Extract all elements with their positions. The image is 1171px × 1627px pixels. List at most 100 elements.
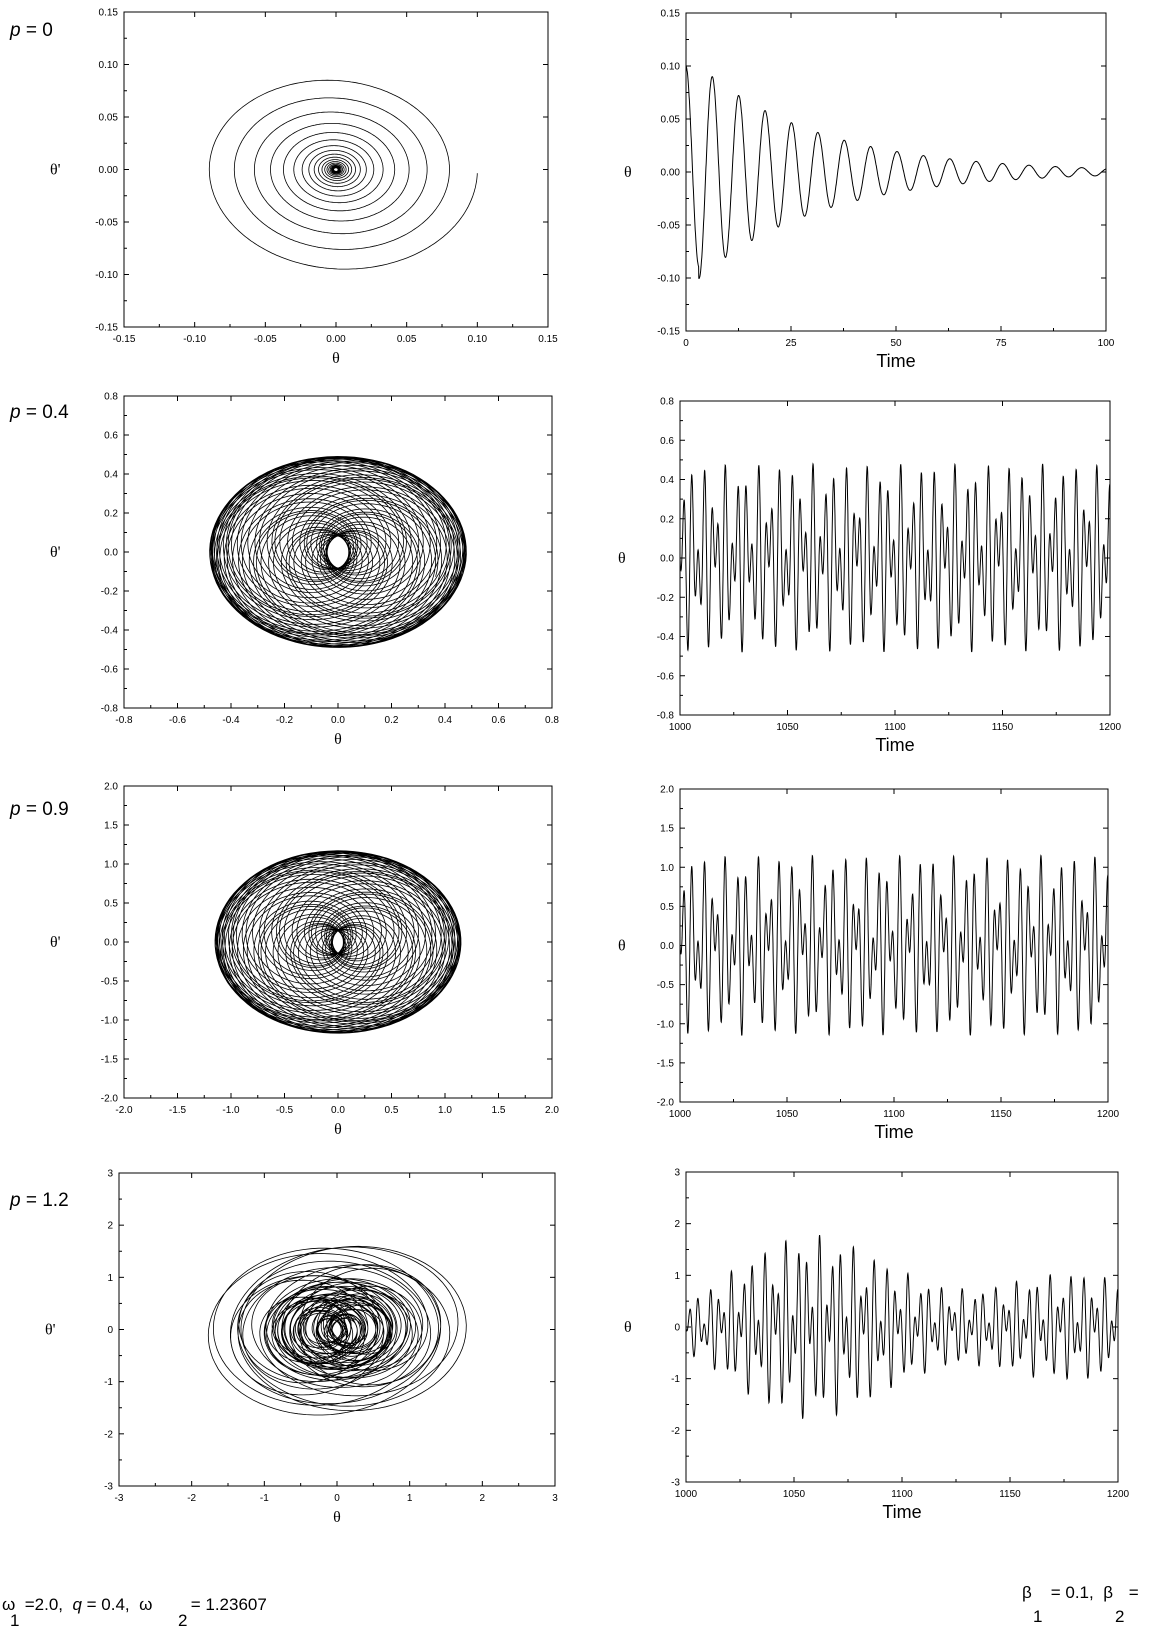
x-tick-label: 0.5	[385, 1105, 399, 1116]
x-tick-label: -0.10	[183, 334, 206, 345]
x-tick-label: -0.5	[276, 1105, 294, 1116]
x-axis-title: θ	[334, 1121, 342, 1138]
svg-text:=2.0, q = 0.4, ω: =2.0, q = 0.4, ω	[20, 1595, 152, 1614]
y-tick-label: -1.0	[101, 1016, 119, 1027]
x-tick-label: 1000	[669, 722, 692, 733]
y-tick-label: 0.0	[104, 938, 118, 949]
plot-frame	[123, 785, 553, 1099]
y-tick-label: 0.05	[99, 113, 119, 124]
y-tick-label: 0.8	[104, 392, 118, 403]
y-tick-label: -1	[104, 1377, 113, 1388]
x-tick-label: 0.15	[538, 334, 558, 345]
y-tick-label: -0.4	[657, 632, 675, 643]
x-tick-label: 0.4	[438, 715, 452, 726]
phase-portrait-p09: -2.0 -1.5 -1.0 -0.5 0.0 0.5 1.0 1.5 2.0 -2.0 -1.5 -…	[50, 782, 559, 1139]
x-tick-label: 2.0	[545, 1105, 559, 1116]
y-tick-label: -2.0	[101, 1094, 119, 1105]
svg-text:= 1.23607: = 1.23607	[186, 1595, 267, 1614]
x-tick-label: 1100	[891, 1489, 913, 1500]
y-axis-title: θ'	[45, 1322, 56, 1339]
y-axis-title: θ'	[50, 162, 61, 179]
y-tick-label: 1	[674, 1271, 680, 1282]
x-axis-title: θ	[333, 1509, 341, 1526]
panel-label-p12: p = 1.2	[9, 1190, 69, 1211]
y-axis-title: θ'	[50, 934, 61, 951]
panel-label-p04: p = 0.4	[9, 402, 69, 423]
y-axis-title: θ'	[50, 544, 61, 561]
y-tick-label: -0.2	[101, 587, 119, 598]
y-tick-label: -0.6	[657, 671, 675, 682]
svg-text:2: 2	[178, 1611, 187, 1627]
series-line	[679, 462, 1111, 653]
x-tick-label: 0	[683, 338, 689, 349]
y-tick-label: 2.0	[104, 782, 118, 793]
y-axis-title: θ	[624, 164, 632, 181]
x-tick-label: 1050	[783, 1489, 806, 1500]
x-tick-label: 50	[890, 338, 902, 349]
y-tick-label: 0.6	[104, 431, 118, 442]
series-line	[207, 1245, 467, 1416]
x-tick-label: 0.8	[545, 715, 559, 726]
y-tick-label: 0.00	[99, 165, 119, 176]
svg-text:=: =	[1124, 1583, 1139, 1602]
y-tick-label: 1.0	[104, 860, 118, 871]
beta2-value: =	[1124, 1583, 1139, 1602]
y-tick-label: -0.5	[657, 980, 675, 991]
y-tick-label: -1.5	[657, 1058, 675, 1069]
y-tick-label: 0.6	[660, 436, 674, 447]
y-tick-label: 0.00	[661, 168, 681, 179]
y-axis-title: θ	[618, 550, 626, 567]
y-tick-label: 0.2	[104, 509, 118, 520]
y-tick-label: 0.10	[661, 62, 681, 73]
y-tick-label: 1.0	[660, 863, 674, 874]
y-axis-title: θ	[618, 938, 626, 955]
y-tick-label: 3	[107, 1169, 113, 1180]
y-tick-label: 2	[674, 1219, 680, 1230]
x-tick-label: 1150	[990, 1109, 1012, 1120]
y-tick-label: 0	[107, 1325, 113, 1336]
y-tick-label: 0.4	[104, 470, 118, 481]
x-tick-label: -2.0	[115, 1105, 133, 1116]
y-tick-label: -2	[671, 1426, 680, 1437]
y-tick-label: -1	[671, 1374, 680, 1385]
phase-portrait-p04: -0.8 -0.6 -0.4 -0.2 0.0 0.2 0.4 0.6 0.8 -0.8 -0.6 -…	[50, 392, 559, 749]
x-tick-label: 0.10	[468, 334, 488, 345]
series-line	[685, 1235, 1119, 1420]
x-tick-label: 75	[995, 338, 1007, 349]
x-tick-label: 1100	[883, 1109, 905, 1120]
x-axis-title: Time	[875, 735, 914, 755]
time-series-p0: 0 25 50 75 100 -0.15 -0.10 -0.05 0.00 0.05 0.10 0.1…	[624, 9, 1115, 372]
y-tick-label: -0.8	[657, 711, 675, 722]
omega2-subscript: 2	[178, 1611, 187, 1627]
q-symbol: q	[72, 1595, 82, 1614]
x-tick-label: 1.5	[492, 1105, 506, 1116]
x-axis-title: Time	[876, 351, 915, 371]
y-tick-label: -0.15	[657, 327, 680, 338]
y-tick-label: 0.15	[661, 9, 681, 20]
y-tick-label: 2	[107, 1221, 113, 1232]
y-tick-label: 0.8	[660, 397, 674, 408]
y-tick-label: -3	[671, 1478, 680, 1489]
x-tick-label: 1200	[1097, 1109, 1120, 1120]
x-tick-label: 0.2	[385, 715, 399, 726]
y-tick-label: 0.0	[660, 554, 674, 565]
y-tick-label: 0.05	[661, 115, 681, 126]
series-line	[679, 854, 1109, 1037]
time-series-p09: 1000 1050 1100 1150 1200 -2.0 -1.5 -1.0 -0.5 0.0 0…	[618, 785, 1120, 1143]
beta1-subscript: 1	[1033, 1607, 1042, 1626]
time-series-p12: 1000 1050 1100 1150 1200 -3 -2 -1 0 1 2 3 Time θ	[624, 1168, 1130, 1523]
panel-label-p0: p = 0	[9, 20, 53, 41]
x-tick-label: -0.4	[222, 715, 240, 726]
footer-left-params: ω 1 =2.0, q = 0.4, ω 2 = 1.23607	[2, 1595, 267, 1627]
beta2-symbol: β	[1103, 1583, 1113, 1602]
y-tick-label: -0.6	[101, 665, 119, 676]
y-tick-label: 0.4	[660, 475, 674, 486]
y-tick-label: 1.5	[104, 821, 118, 832]
omega1-symbol: ω	[2, 1595, 15, 1614]
y-tick-label: -1.5	[101, 1055, 119, 1066]
series-line	[214, 850, 462, 1034]
x-tick-label: -1.5	[169, 1105, 187, 1116]
footer-right-params: β 1 = 0.1, β 2 =	[1022, 1583, 1139, 1626]
x-tick-label: 25	[785, 338, 797, 349]
x-tick-label: 0.00	[326, 334, 346, 345]
